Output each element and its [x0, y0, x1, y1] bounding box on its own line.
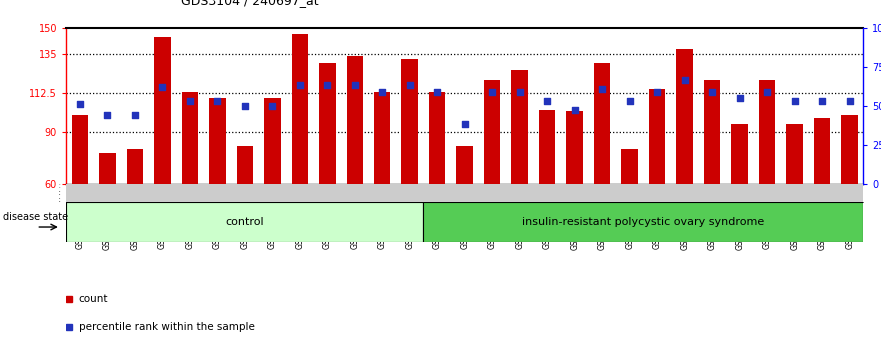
Bar [759, 80, 775, 184]
Point [155, 84, 169, 90]
Point [265, 103, 279, 109]
Point [650, 90, 664, 95]
Point [403, 82, 417, 88]
Point [705, 90, 719, 95]
Point [238, 103, 252, 109]
Point [788, 98, 802, 104]
Point [596, 86, 610, 92]
Point [567, 107, 581, 113]
Bar [209, 98, 226, 184]
Point [375, 90, 389, 95]
Bar [236, 146, 253, 184]
Bar [127, 149, 143, 184]
Bar [292, 34, 308, 184]
Bar [594, 63, 611, 184]
Text: insulin-resistant polycystic ovary syndrome: insulin-resistant polycystic ovary syndr… [522, 217, 765, 227]
Bar [484, 80, 500, 184]
Point [128, 112, 142, 118]
Point [677, 78, 692, 83]
Bar [539, 110, 555, 184]
Bar [787, 124, 803, 184]
Bar [429, 92, 446, 184]
Text: count: count [78, 294, 108, 304]
Bar [731, 124, 748, 184]
Bar [346, 56, 363, 184]
Point [348, 82, 362, 88]
Bar [402, 59, 418, 184]
Bar [264, 98, 280, 184]
Point [733, 95, 747, 101]
Point [485, 90, 500, 95]
Bar [704, 80, 721, 184]
Point [292, 82, 307, 88]
Point [430, 90, 444, 95]
Bar [512, 70, 528, 184]
Point [815, 98, 829, 104]
Text: GDS3104 / 240697_at: GDS3104 / 240697_at [181, 0, 318, 7]
Text: control: control [226, 217, 264, 227]
Point [513, 90, 527, 95]
Bar [374, 92, 390, 184]
Bar [66, 202, 424, 242]
Bar [566, 112, 583, 184]
Point [842, 98, 856, 104]
Bar [677, 49, 693, 184]
Point [760, 90, 774, 95]
Text: percentile rank within the sample: percentile rank within the sample [78, 322, 255, 332]
Point [211, 98, 225, 104]
Bar [71, 115, 88, 184]
Point [623, 98, 637, 104]
Bar [154, 37, 171, 184]
Bar [841, 115, 858, 184]
Bar [424, 202, 863, 242]
Point [540, 98, 554, 104]
Bar [456, 146, 473, 184]
Bar [814, 118, 831, 184]
Point [182, 98, 196, 104]
Bar [181, 92, 198, 184]
Bar [99, 153, 115, 184]
Point [320, 82, 334, 88]
Text: disease state: disease state [4, 212, 69, 222]
Point [457, 121, 471, 126]
Bar [649, 89, 665, 184]
Bar [621, 149, 638, 184]
Point [73, 102, 87, 107]
Point [100, 112, 115, 118]
Bar [319, 63, 336, 184]
